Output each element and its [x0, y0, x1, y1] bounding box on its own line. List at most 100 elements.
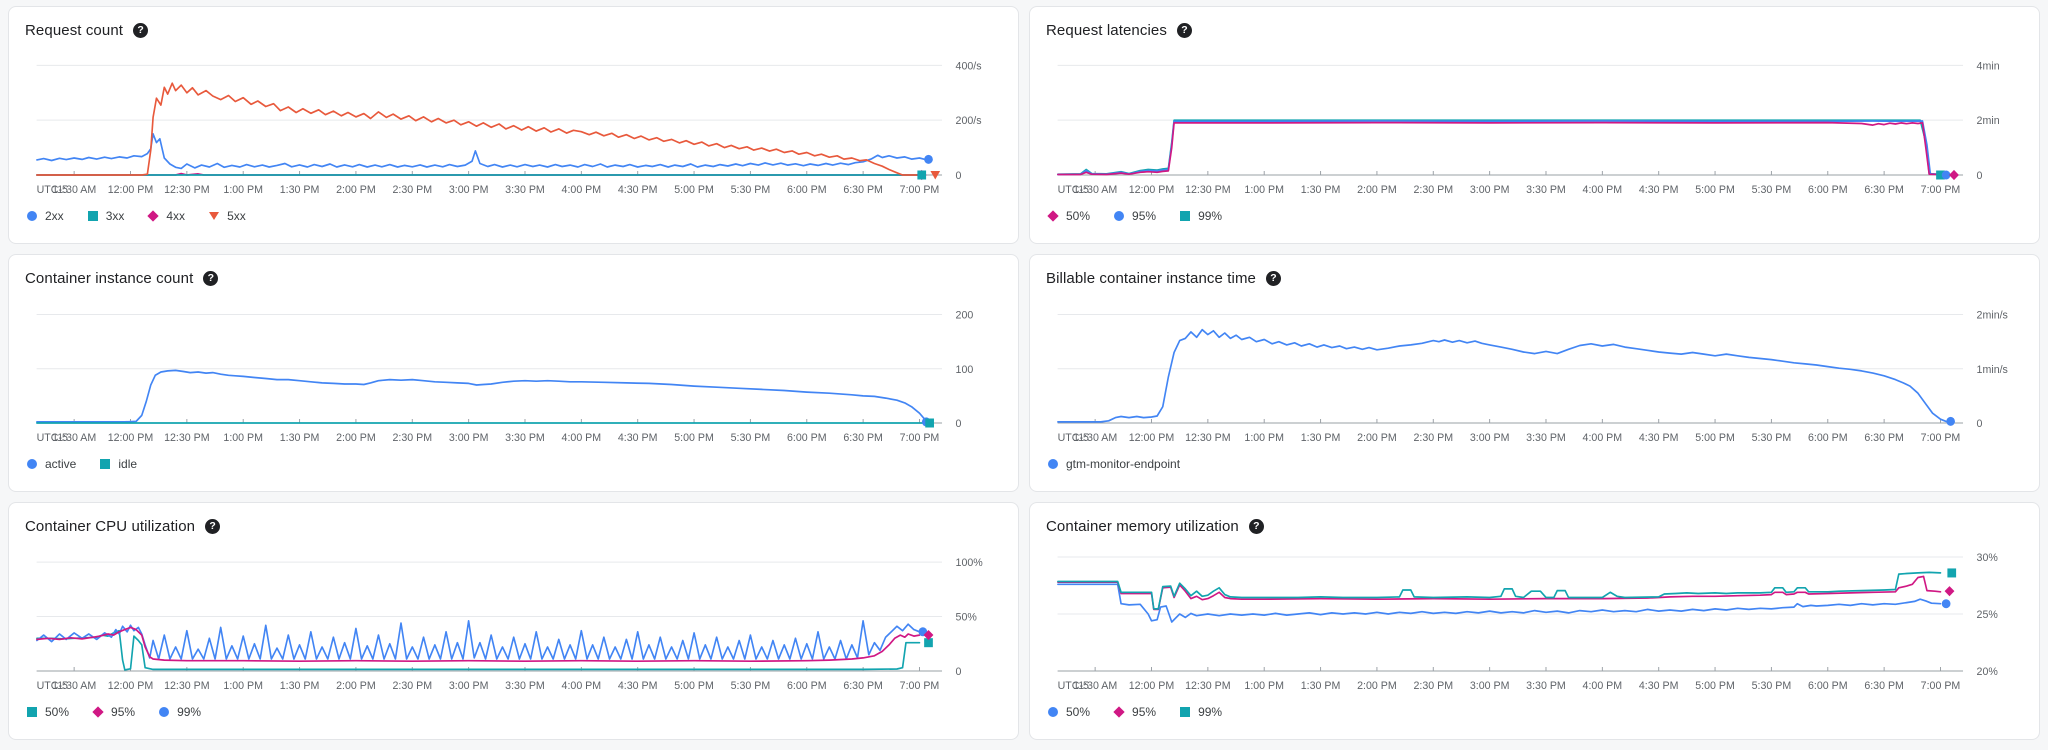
legend-item-99%[interactable]: 99% — [1180, 209, 1222, 223]
x-tick-label: 2:30 PM — [392, 184, 432, 196]
x-tick-label: 2:30 PM — [392, 680, 432, 692]
x-tick-label: 11:30 AM — [52, 184, 96, 196]
legend-item-99%[interactable]: 99% — [1180, 705, 1222, 719]
x-tick-label: 11:30 AM — [1073, 680, 1117, 692]
chart-card-header: Request latencies ? — [1046, 17, 2023, 43]
y-axis-label: 1min/s — [1977, 364, 2009, 376]
series-endpoint-99% — [1947, 568, 1957, 578]
y-axis-label: 0 — [1977, 418, 1983, 430]
x-tick-label: 3:30 PM — [505, 680, 545, 692]
y-axis-label: 4min — [1977, 60, 2000, 72]
x-tick-label: 3:00 PM — [1470, 680, 1510, 692]
timezone-label: UTC-5 — [1058, 432, 1089, 444]
timezone-label: UTC-5 — [37, 680, 68, 692]
circle-marker-icon — [27, 459, 37, 469]
legend-item-3xx[interactable]: 3xx — [87, 209, 124, 223]
help-icon[interactable]: ? — [133, 22, 149, 38]
series-line-50% — [1057, 583, 1942, 623]
x-tick-label: 2:30 PM — [392, 432, 432, 444]
help-icon[interactable]: ? — [203, 270, 219, 286]
legend-item-95%[interactable]: 95% — [92, 705, 136, 719]
legend-item-active[interactable]: active — [27, 457, 76, 471]
chart-plot[interactable]: 0 1min/s 2min/s 11:30 AM 12:00 PM 12:30 PM 1:0… — [1046, 293, 2023, 453]
x-tick-label: 3:30 PM — [1526, 184, 1566, 196]
x-tick-label: 1:30 PM — [280, 680, 320, 692]
legend-label: 99% — [1198, 209, 1223, 223]
chart-legend: 50% 95% 99% — [1046, 205, 2023, 223]
x-tick-label: 6:30 PM — [843, 184, 883, 196]
legend-item-50%[interactable]: 50% — [1047, 209, 1091, 223]
timezone-label: UTC-5 — [1058, 680, 1089, 692]
x-tick-label: 6:30 PM — [1864, 184, 1904, 196]
chart-title: Billable container instance time — [1046, 269, 1256, 287]
x-tick-label: 6:00 PM — [787, 680, 827, 692]
legend-label: 2xx — [45, 209, 64, 223]
legend-item-50%[interactable]: 50% — [27, 705, 69, 719]
legend-item-2xx[interactable]: 2xx — [27, 209, 64, 223]
y-axis-label: 100 — [956, 364, 974, 376]
x-tick-label: 7:00 PM — [900, 184, 940, 196]
chart-card-container-memory-utilization: Container memory utilization ? 20% 25% 30%… — [1029, 502, 2040, 740]
chart-card-header: Container memory utilization ? — [1046, 513, 2023, 539]
chart-title: Container instance count — [25, 269, 194, 287]
circle-marker-icon — [1114, 211, 1125, 221]
legend-label: active — [45, 457, 77, 471]
series-line-gtm-monitor-endpoint — [1057, 328, 1947, 423]
x-tick-label: 12:00 PM — [1129, 184, 1175, 196]
diamond-marker-icon — [147, 210, 160, 222]
chart-legend: 50% 95% 99% — [25, 701, 1002, 719]
chart-plot[interactable]: 0 100 200 11:30 AM 12:00 PM 12:30 PM 1:00 PM 1:… — [25, 293, 1002, 453]
chart-card-container-cpu-utilization: Container CPU utilization ? 0 50% 100% 11:3… — [8, 502, 1019, 740]
x-tick-label: 4:00 PM — [562, 184, 602, 196]
series-endpoint-95% — [923, 629, 934, 641]
legend-item-idle[interactable]: idle — [100, 457, 137, 471]
legend-item-95%[interactable]: 95% — [1113, 705, 1157, 719]
y-axis-label: 2min/s — [1977, 309, 2009, 321]
help-icon[interactable]: ? — [1176, 22, 1192, 38]
legend-item-50%[interactable]: 50% — [1048, 705, 1090, 719]
help-icon[interactable]: ? — [1265, 270, 1281, 286]
chart-card-request-latencies: Request latencies ? 0 2min 4min 11:30 AM 12:… — [1029, 6, 2040, 244]
x-tick-label: 12:30 PM — [164, 680, 210, 692]
x-tick-label: 12:00 PM — [108, 680, 154, 692]
chart-plot[interactable]: 20% 25% 30% 11:30 AM 12:00 PM 12:30 PM 1:00 PM… — [1046, 541, 2023, 701]
legend-label: 95% — [111, 705, 136, 719]
series-line-50% — [1057, 121, 1942, 176]
y-axis-label: 25% — [1977, 609, 1999, 621]
x-tick-label: 1:00 PM — [1244, 184, 1284, 196]
y-axis-label: 30% — [1977, 552, 1999, 564]
x-tick-label: 11:30 AM — [1073, 184, 1117, 196]
legend-item-4xx[interactable]: 4xx — [147, 209, 185, 223]
series-line-99% — [1057, 571, 1942, 610]
help-icon[interactable]: ? — [205, 518, 221, 534]
x-tick-label: 4:30 PM — [618, 184, 658, 196]
chart-plot[interactable]: 0 2min 4min 11:30 AM 12:00 PM 12:30 PM 1:00 PM… — [1046, 45, 2023, 205]
legend-item-99%[interactable]: 99% — [159, 705, 201, 719]
series-endpoint-50% — [1949, 169, 1959, 181]
x-tick-label: 3:00 PM — [1470, 184, 1510, 196]
series-line-2xx — [36, 133, 926, 170]
x-tick-label: 5:00 PM — [1695, 680, 1735, 692]
x-tick-label: 6:00 PM — [787, 432, 827, 444]
chart-plot[interactable]: 0 50% 100% 11:30 AM 12:00 PM 12:30 PM 1:00 PM 1… — [25, 541, 1002, 701]
x-tick-label: 11:30 AM — [1073, 432, 1117, 444]
x-tick-label: 5:30 PM — [731, 680, 771, 692]
x-tick-label: 1:30 PM — [280, 184, 320, 196]
legend-label: 95% — [1132, 705, 1157, 719]
legend-item-gtm-monitor-endpoint[interactable]: gtm-monitor-endpoint — [1048, 457, 1180, 471]
y-axis-label: 50% — [956, 611, 978, 623]
chart-plot[interactable]: 0 200/s 400/s 11:30 AM 12:00 PM 12:30 PM 1:00 … — [25, 45, 1002, 205]
chart-title: Container memory utilization — [1046, 517, 1239, 535]
x-tick-label: 7:00 PM — [1921, 184, 1961, 196]
legend-label: 50% — [1066, 209, 1091, 223]
series-line-95% — [1057, 575, 1942, 611]
help-icon[interactable]: ? — [1248, 518, 1264, 534]
x-tick-label: 7:00 PM — [900, 432, 940, 444]
legend-item-95%[interactable]: 95% — [1114, 209, 1156, 223]
x-tick-label: 5:00 PM — [1695, 432, 1735, 444]
y-axis-label: 200/s — [956, 115, 983, 127]
x-tick-label: 2:30 PM — [1413, 680, 1453, 692]
x-tick-label: 5:00 PM — [674, 184, 714, 196]
legend-item-5xx[interactable]: 5xx — [209, 209, 246, 223]
